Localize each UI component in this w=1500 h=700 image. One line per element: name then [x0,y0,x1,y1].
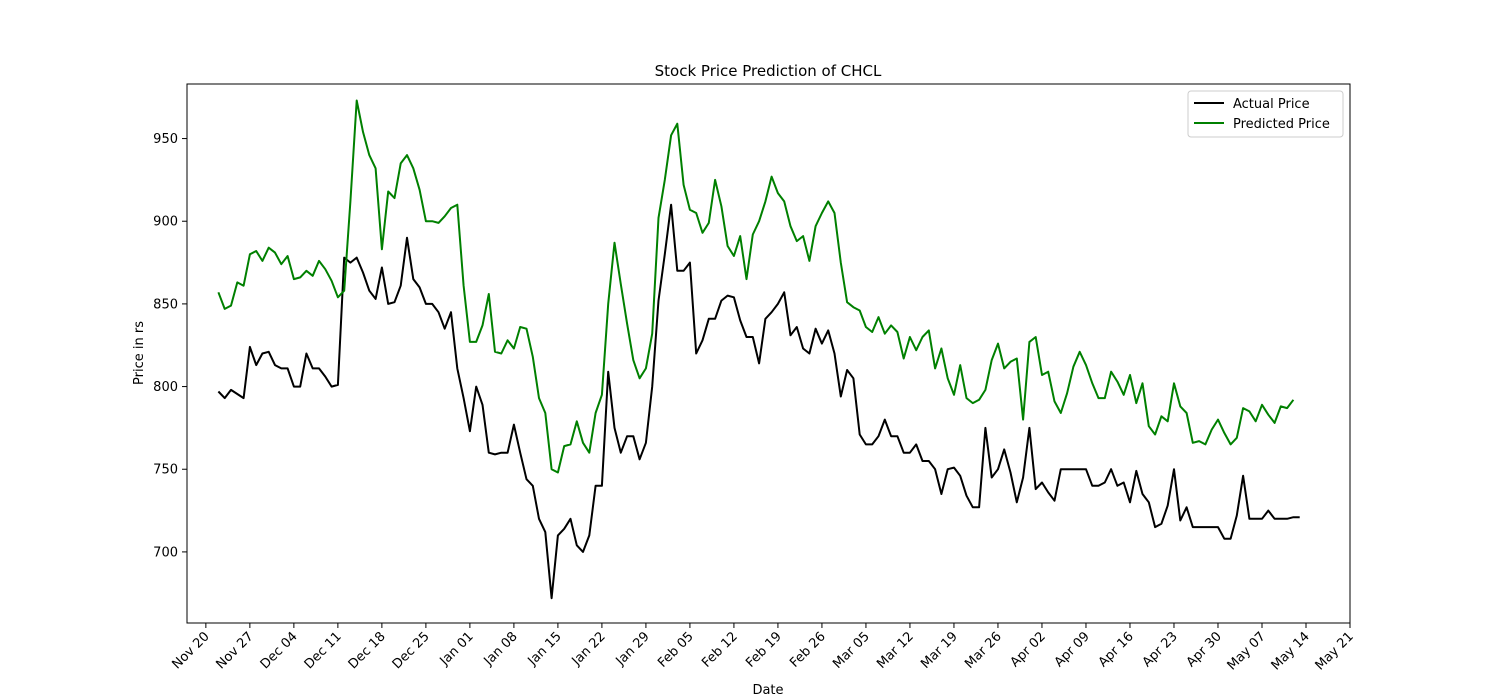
legend-label-actual-price: Actual Price [1233,97,1310,112]
y-axis-title: Price in rs [132,321,147,385]
legend-box [1187,90,1344,138]
y-tick-label: 950 [153,132,178,147]
chart-title: Stock Price Prediction of CHCL [655,62,882,80]
series-layer [217,99,1300,600]
y-tick-label: 900 [153,215,178,230]
legend-label-predicted-price: Predicted Price [1233,117,1330,132]
y-axis-ticks: 700 750 800 850 900 950 [153,132,187,560]
plot-frame [186,83,1351,624]
y-tick-label: 750 [153,463,178,478]
series-line-predicted-price [217,99,1295,474]
y-tick-label: 700 [153,545,178,560]
legend: Actual Price Predicted Price [1187,90,1344,138]
y-tick-label: 850 [153,297,178,312]
y-tick-label: 800 [153,380,178,395]
x-axis-title: Date [752,683,783,698]
series-line-actual-price [217,203,1300,600]
